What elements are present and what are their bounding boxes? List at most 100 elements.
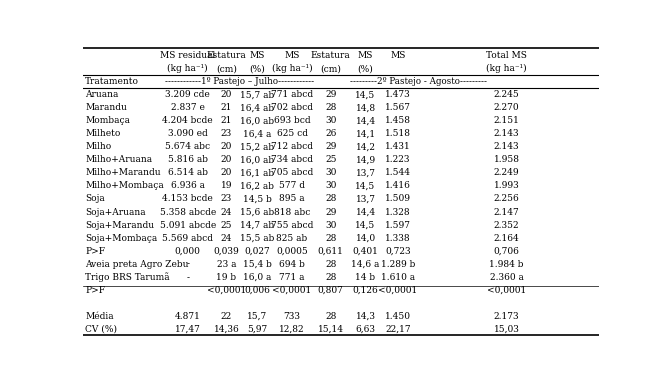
Text: 3.209 cde: 3.209 cde <box>166 90 210 99</box>
Text: 14,5: 14,5 <box>355 90 376 99</box>
Text: <0,0001: <0,0001 <box>207 286 246 295</box>
Text: 19 b: 19 b <box>216 273 237 282</box>
Text: Milheto: Milheto <box>85 130 120 138</box>
Text: 825 ab: 825 ab <box>277 233 308 243</box>
Text: 28: 28 <box>325 259 336 269</box>
Text: 26: 26 <box>325 130 336 138</box>
Text: 1.416: 1.416 <box>385 181 411 191</box>
Text: 19: 19 <box>221 181 232 191</box>
Text: 2.270: 2.270 <box>493 103 519 112</box>
Text: 15,14: 15,14 <box>318 325 344 334</box>
Text: 29: 29 <box>325 142 336 151</box>
Text: Soja+Marandu: Soja+Marandu <box>85 221 154 230</box>
Text: -: - <box>186 273 190 282</box>
Text: 895 a: 895 a <box>279 194 305 203</box>
Text: 771 abcd: 771 abcd <box>271 90 313 99</box>
Text: (%): (%) <box>249 64 265 73</box>
Text: 14,7 ab: 14,7 ab <box>240 221 275 230</box>
Text: 20: 20 <box>221 155 232 165</box>
Text: 16,4 a: 16,4 a <box>243 130 271 138</box>
Text: 16,0 ab: 16,0 ab <box>240 116 275 125</box>
Text: 2.164: 2.164 <box>493 233 519 243</box>
Text: Milho: Milho <box>85 142 112 151</box>
Text: Soja: Soja <box>85 194 105 203</box>
Text: 1.458: 1.458 <box>385 116 411 125</box>
Text: 577 d: 577 d <box>279 181 305 191</box>
Text: 1.958: 1.958 <box>493 155 519 165</box>
Text: 16,4 ab: 16,4 ab <box>240 103 275 112</box>
Text: 1.597: 1.597 <box>385 221 411 230</box>
Text: 5.674 abc: 5.674 abc <box>165 142 210 151</box>
Text: 15,03: 15,03 <box>493 325 519 334</box>
Text: 0,706: 0,706 <box>493 247 519 256</box>
Text: Soja+Mombaça: Soja+Mombaça <box>85 233 158 243</box>
Text: MS: MS <box>249 51 265 60</box>
Text: <0,0001: <0,0001 <box>487 286 526 295</box>
Text: 733: 733 <box>283 312 301 321</box>
Text: (kg ha⁻¹): (kg ha⁻¹) <box>486 64 527 73</box>
Text: 1.289 b: 1.289 b <box>380 259 415 269</box>
Text: P>F: P>F <box>85 247 105 256</box>
Text: 0,723: 0,723 <box>385 247 410 256</box>
Text: 15,7 ab: 15,7 ab <box>240 90 275 99</box>
Text: 14,6 a: 14,6 a <box>351 259 380 269</box>
Text: MS: MS <box>358 51 373 60</box>
Text: 0,126: 0,126 <box>352 286 378 295</box>
Text: 13,7: 13,7 <box>356 194 376 203</box>
Text: 28: 28 <box>325 103 336 112</box>
Text: 0,611: 0,611 <box>318 247 344 256</box>
Text: 16,0 ab: 16,0 ab <box>240 155 275 165</box>
Text: 22,17: 22,17 <box>385 325 410 334</box>
Text: 4.204 bcde: 4.204 bcde <box>162 116 213 125</box>
Text: 4.871: 4.871 <box>175 312 201 321</box>
Text: 0,000: 0,000 <box>175 247 201 256</box>
Text: Trigo BRS Tarumã: Trigo BRS Tarumã <box>85 272 170 282</box>
Text: 2.173: 2.173 <box>493 312 519 321</box>
Text: 2.352: 2.352 <box>493 221 519 230</box>
Text: Mombaça: Mombaça <box>85 116 130 125</box>
Text: 15,5 ab: 15,5 ab <box>240 233 275 243</box>
Text: 29: 29 <box>325 90 336 99</box>
Text: 14 b: 14 b <box>356 273 376 282</box>
Text: 29: 29 <box>325 207 336 217</box>
Text: 0,027: 0,027 <box>245 247 270 256</box>
Text: 28: 28 <box>325 312 336 321</box>
Text: 14,36: 14,36 <box>213 325 239 334</box>
Text: 20: 20 <box>221 142 232 151</box>
Text: Milho+Marandu: Milho+Marandu <box>85 168 161 177</box>
Text: 28: 28 <box>325 233 336 243</box>
Text: 14,9: 14,9 <box>356 155 376 165</box>
Text: 14,5 b: 14,5 b <box>243 194 272 203</box>
Text: <0,0001: <0,0001 <box>273 286 312 295</box>
Text: 3.090 ed: 3.090 ed <box>168 130 207 138</box>
Text: 14,5: 14,5 <box>355 181 376 191</box>
Text: 20: 20 <box>221 90 232 99</box>
Text: 2.151: 2.151 <box>493 116 519 125</box>
Text: ---------2º Pastejo - Agosto---------: ---------2º Pastejo - Agosto--------- <box>350 77 487 86</box>
Text: 14,3: 14,3 <box>356 312 376 321</box>
Text: (kg ha⁻¹): (kg ha⁻¹) <box>272 64 313 73</box>
Text: Estatura: Estatura <box>311 51 350 60</box>
Text: <0,0001: <0,0001 <box>378 286 418 295</box>
Text: 2.249: 2.249 <box>493 168 519 177</box>
Text: 23: 23 <box>221 194 232 203</box>
Text: 2.143: 2.143 <box>493 130 519 138</box>
Text: 0,0005: 0,0005 <box>276 247 308 256</box>
Text: 5,97: 5,97 <box>247 325 267 334</box>
Text: 1.223: 1.223 <box>385 155 410 165</box>
Text: 1.431: 1.431 <box>385 142 410 151</box>
Text: P>F: P>F <box>85 286 105 295</box>
Text: 1.567: 1.567 <box>385 103 411 112</box>
Text: 21: 21 <box>221 103 232 112</box>
Text: ------------1º Pastejo – Julho------------: ------------1º Pastejo – Julho----------… <box>166 77 315 86</box>
Text: 15,7: 15,7 <box>247 312 267 321</box>
Text: CV (%): CV (%) <box>85 325 117 334</box>
Text: 1.450: 1.450 <box>385 312 411 321</box>
Text: 0,006: 0,006 <box>244 286 270 295</box>
Text: 14,1: 14,1 <box>356 130 376 138</box>
Text: 2.245: 2.245 <box>493 90 519 99</box>
Text: MS residual: MS residual <box>160 51 215 60</box>
Text: MS: MS <box>390 51 406 60</box>
Text: 30: 30 <box>325 116 336 125</box>
Text: 625 cd: 625 cd <box>277 130 308 138</box>
